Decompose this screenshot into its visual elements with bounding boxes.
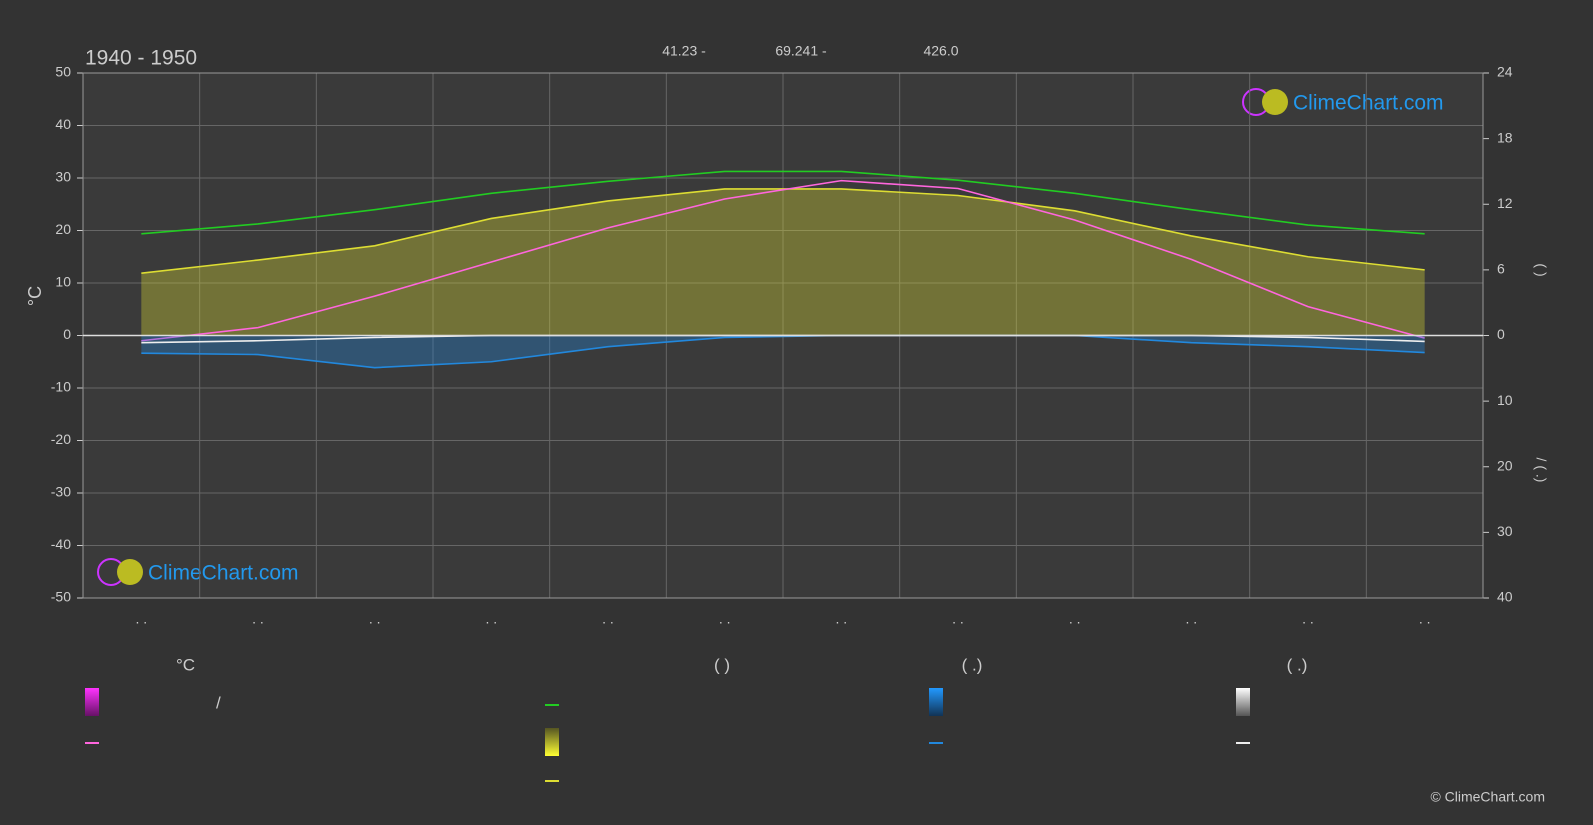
y2-tick-label: 18 (1497, 129, 1513, 145)
logo-text: ClimeChart.com (148, 562, 299, 585)
legend-swatch (1236, 688, 1250, 716)
y-tick-label: 30 (55, 169, 71, 185)
x-tick-label: . . (485, 611, 497, 627)
x-tick-label: . . (952, 611, 964, 627)
header-value: 69.241 - (775, 43, 827, 59)
y-tick-label: 40 (55, 116, 71, 132)
y2-axis-label: ( ) (1533, 263, 1549, 276)
y-tick-label: 50 (55, 64, 71, 80)
legend-swatch (929, 688, 943, 716)
series-line (141, 170, 1425, 235)
y-tick-label: -10 (51, 379, 71, 395)
legend-swatch (545, 728, 559, 756)
series-area (141, 335, 1425, 368)
legend-swatch (85, 688, 99, 716)
y2-tick-label: 24 (1497, 64, 1513, 80)
logo-sun (117, 559, 143, 585)
y-tick-label: -30 (51, 484, 71, 500)
y3-tick-label: 30 (1497, 523, 1513, 539)
copyright: © ClimeChart.com (1430, 789, 1545, 805)
logo: ClimeChart.com ClimeChart.com (97, 88, 1444, 586)
y-axis-label: °C (25, 286, 45, 306)
logo-sun (1262, 89, 1288, 115)
x-tick-label: . . (1302, 611, 1314, 627)
x-tick-label: . . (719, 611, 731, 627)
y2-tick-label: 0 (1497, 326, 1505, 342)
y3-tick-label: 10 (1497, 392, 1513, 408)
y-tick-label: -50 (51, 589, 71, 605)
y3-tick-label: 40 (1497, 589, 1513, 605)
x-tick-label: . . (1419, 611, 1431, 627)
header-value: 41.23 - (662, 43, 706, 59)
x-tick-label: . . (835, 611, 847, 627)
x-tick-label: . . (135, 611, 147, 627)
header-value: 426.0 (923, 43, 958, 59)
series-line (141, 179, 1425, 342)
y-tick-label: 10 (55, 274, 71, 290)
x-tick-label: . . (1069, 611, 1081, 627)
y2-tick-label: 6 (1497, 261, 1505, 277)
y3-tick-label: 20 (1497, 457, 1513, 473)
chart-title: 1940 - 1950 (85, 47, 197, 70)
x-tick-label: . . (1185, 611, 1197, 627)
legend-header: °C (176, 655, 195, 674)
y3-axis-label: / ( .) (1533, 458, 1549, 483)
legend-text: / (216, 693, 221, 712)
series-line (141, 334, 1425, 369)
y-tick-label: 20 (55, 221, 71, 237)
series-line (141, 188, 1425, 274)
y-tick-label: -20 (51, 431, 71, 447)
logo-text: ClimeChart.com (1293, 92, 1444, 115)
y2-tick-label: 12 (1497, 195, 1513, 211)
legend-header: ( ) (714, 655, 730, 674)
y-tick-label: -40 (51, 536, 71, 552)
x-tick-label: . . (252, 611, 264, 627)
y-tick-label: 0 (63, 326, 71, 342)
legend-header: ( .) (962, 655, 983, 674)
x-tick-label: . . (369, 611, 381, 627)
x-tick-label: . . (602, 611, 614, 627)
legend-header: ( .) (1287, 655, 1308, 674)
